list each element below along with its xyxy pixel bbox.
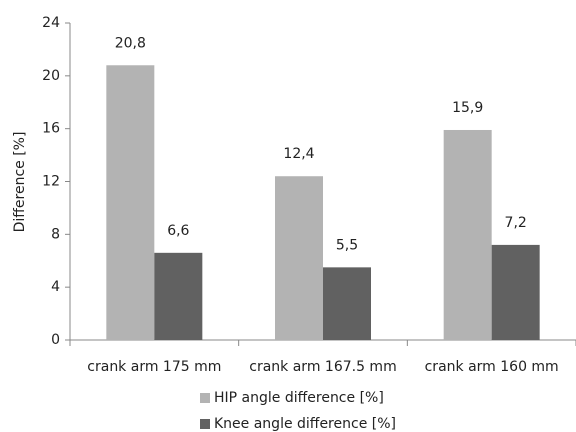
bar xyxy=(106,65,155,341)
data-label: 5,5 xyxy=(336,237,358,253)
y-tick-label: 12 xyxy=(42,174,60,190)
legend-swatch xyxy=(200,419,210,429)
data-label: 15,9 xyxy=(452,100,483,116)
bar xyxy=(154,252,203,340)
bar xyxy=(491,244,540,340)
y-axis-label: Difference [%] xyxy=(12,132,28,233)
x-tick-label: crank arm 160 mm xyxy=(425,359,559,375)
x-tick-label: crank arm 167.5 mm xyxy=(249,359,396,375)
y-tick-label: 20 xyxy=(42,68,60,84)
data-label: 12,4 xyxy=(283,146,314,162)
y-tick-label: 4 xyxy=(51,279,60,295)
bar xyxy=(323,267,371,340)
y-tick-label: 8 xyxy=(51,226,60,242)
y-tick-label: 0 xyxy=(51,332,60,348)
data-label: 20,8 xyxy=(115,35,146,51)
legend-label: Knee angle difference [%] xyxy=(214,416,396,432)
data-label: 7,2 xyxy=(505,215,527,231)
data-label: 6,6 xyxy=(167,223,189,239)
y-tick-label: 16 xyxy=(42,121,60,137)
legend-label: HIP angle difference [%] xyxy=(214,390,384,406)
bar xyxy=(275,176,323,340)
y-tick-label: 24 xyxy=(42,15,60,31)
x-tick-label: crank arm 175 mm xyxy=(87,359,221,375)
bar xyxy=(443,129,492,340)
legend-swatch xyxy=(200,393,210,403)
